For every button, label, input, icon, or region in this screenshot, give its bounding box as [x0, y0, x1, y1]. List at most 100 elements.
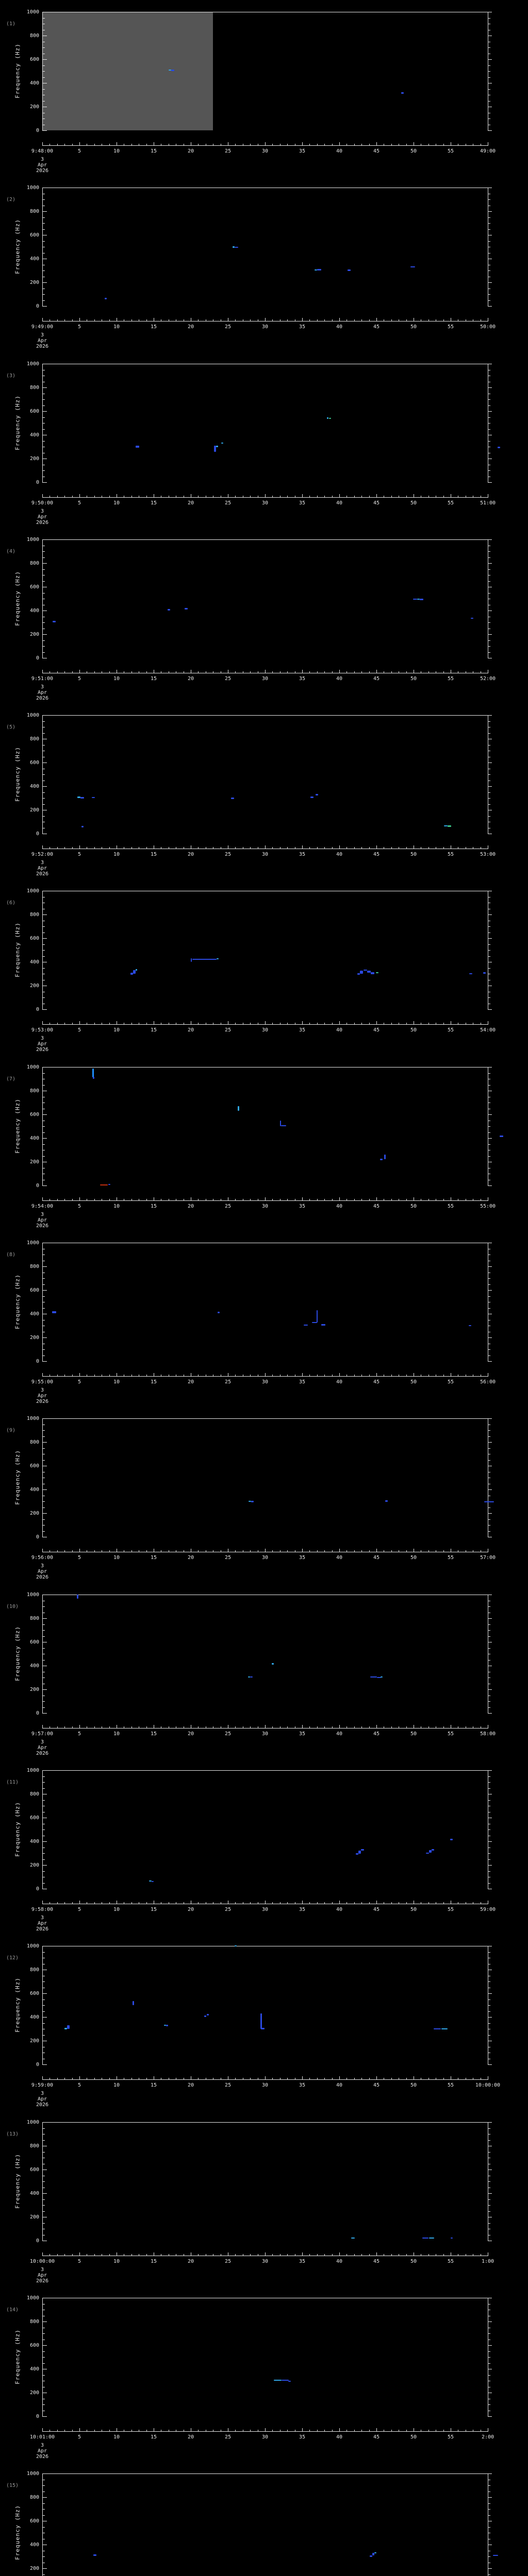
- date-label: 3: [40, 1563, 44, 1569]
- x-tick: [339, 2252, 340, 2256]
- y-tick: [43, 721, 45, 722]
- x-tick: [361, 1550, 362, 1552]
- x-tick: [317, 1726, 318, 1728]
- date-label: 2026: [36, 1574, 49, 1580]
- y-tick-right: [488, 47, 490, 48]
- frequency-axis-label: Frequency (Hz): [14, 2329, 21, 2384]
- start-time-label: 9:58:00: [31, 1907, 54, 1912]
- y-tick: [43, 2023, 45, 2024]
- detection-mark: [444, 825, 448, 827]
- x-tick: [146, 2430, 147, 2431]
- y-tick: [43, 816, 45, 817]
- x-tick-label: 15: [150, 2082, 157, 2088]
- x-tick: [443, 1902, 444, 1904]
- y-tick-label: 1000: [26, 2471, 39, 2477]
- y-tick-label: 800: [29, 736, 39, 742]
- date-label: Apr: [37, 1569, 47, 1574]
- x-tick: [309, 1199, 310, 1200]
- x-tick-label: 25: [224, 1027, 232, 1033]
- x-tick: [376, 670, 377, 673]
- x-tick: [406, 847, 407, 849]
- x-tick: [287, 671, 288, 673]
- x-tick: [339, 2428, 340, 2431]
- detection-mark: [493, 2554, 499, 2556]
- y-tick-label: 1000: [26, 1240, 39, 1246]
- x-tick: [79, 1549, 80, 1552]
- detection-mark: [451, 2238, 453, 2239]
- x-tick: [57, 1199, 58, 1200]
- x-tick-label: 30: [261, 148, 269, 154]
- detection-mark: [470, 617, 473, 619]
- x-tick: [443, 671, 444, 673]
- y-tick: [43, 1636, 45, 1637]
- x-tick: [64, 1199, 65, 1200]
- y-tick-right: [488, 270, 490, 271]
- x-tick-label: 50: [410, 1555, 417, 1561]
- x-tick: [339, 494, 340, 497]
- x-tick: [198, 1550, 199, 1552]
- x-tick: [57, 2254, 58, 2256]
- x-tick-label: 25: [224, 1907, 232, 1912]
- y-tick-label: 400: [29, 1311, 39, 1317]
- x-tick-label: 55: [447, 852, 454, 857]
- y-tick: [43, 1859, 45, 1860]
- x-tick: [64, 2078, 65, 2079]
- y-tick-label: 800: [29, 1264, 39, 1269]
- y-tick-right: [488, 1788, 490, 1789]
- x-tick-label: 50: [410, 324, 417, 330]
- x-tick: [391, 1375, 392, 1376]
- y-tick: [43, 733, 45, 734]
- end-time-label: 55:00: [480, 1204, 496, 1209]
- x-tick: [428, 1726, 429, 1728]
- x-tick: [361, 847, 362, 849]
- x-tick-label: 10: [113, 852, 120, 857]
- x-tick: [72, 1199, 73, 1200]
- date-label: 3: [40, 1212, 44, 1217]
- y-tick: [43, 1853, 45, 1854]
- frequency-axis-label: Frequency (Hz): [14, 747, 21, 802]
- x-tick-label: 55: [447, 1027, 454, 1033]
- x-tick: [42, 670, 43, 673]
- spectrogram-panel-2: (2) Frequency (Hz) 0 200 400 600 800 1000 5 10 15 2…: [0, 176, 528, 351]
- x-tick-label: 50: [410, 676, 417, 682]
- detection-mark: [192, 958, 217, 960]
- y-tick: [43, 634, 47, 635]
- y-tick-right: [488, 563, 492, 564]
- detection-mark: [426, 1852, 430, 1854]
- y-tick-label: 0: [36, 1359, 39, 1364]
- date-label: 3: [40, 2091, 44, 2096]
- x-tick-label: 15: [150, 1027, 157, 1033]
- x-tick: [369, 1550, 370, 1552]
- x-tick-label: 40: [336, 1027, 343, 1033]
- x-tick: [317, 319, 318, 321]
- detection-mark: [367, 970, 371, 973]
- y-tick: [43, 1448, 45, 1449]
- x-tick: [198, 671, 199, 673]
- x-tick: [369, 2078, 370, 2079]
- x-tick: [287, 1726, 288, 1728]
- y-axis-line: [42, 1770, 43, 1889]
- y-axis-line: [42, 364, 43, 483]
- x-tick: [64, 1023, 65, 1024]
- x-tick: [309, 1550, 310, 1552]
- y-tick: [43, 2485, 45, 2486]
- x-tick-label: 20: [187, 1379, 194, 1385]
- x-tick: [79, 142, 80, 145]
- x-tick: [265, 2076, 266, 2079]
- detection-mark: [168, 608, 171, 611]
- y-tick: [43, 592, 45, 594]
- detection-mark: [450, 1839, 453, 1840]
- y-tick-right: [488, 241, 490, 242]
- start-time-label: 9:51:00: [31, 676, 54, 682]
- y-tick-label: 400: [29, 2014, 39, 2020]
- y-tick-label: 800: [29, 2495, 39, 2500]
- x-tick: [369, 319, 370, 321]
- x-tick: [324, 847, 325, 849]
- y-tick-right: [488, 2351, 490, 2352]
- x-tick: [72, 671, 73, 673]
- x-tick: [391, 1023, 392, 1024]
- y-tick-right: [488, 715, 492, 716]
- x-tick-label: 30: [261, 1204, 269, 1209]
- x-tick-label: 50: [410, 1379, 417, 1385]
- x-tick: [302, 1549, 303, 1552]
